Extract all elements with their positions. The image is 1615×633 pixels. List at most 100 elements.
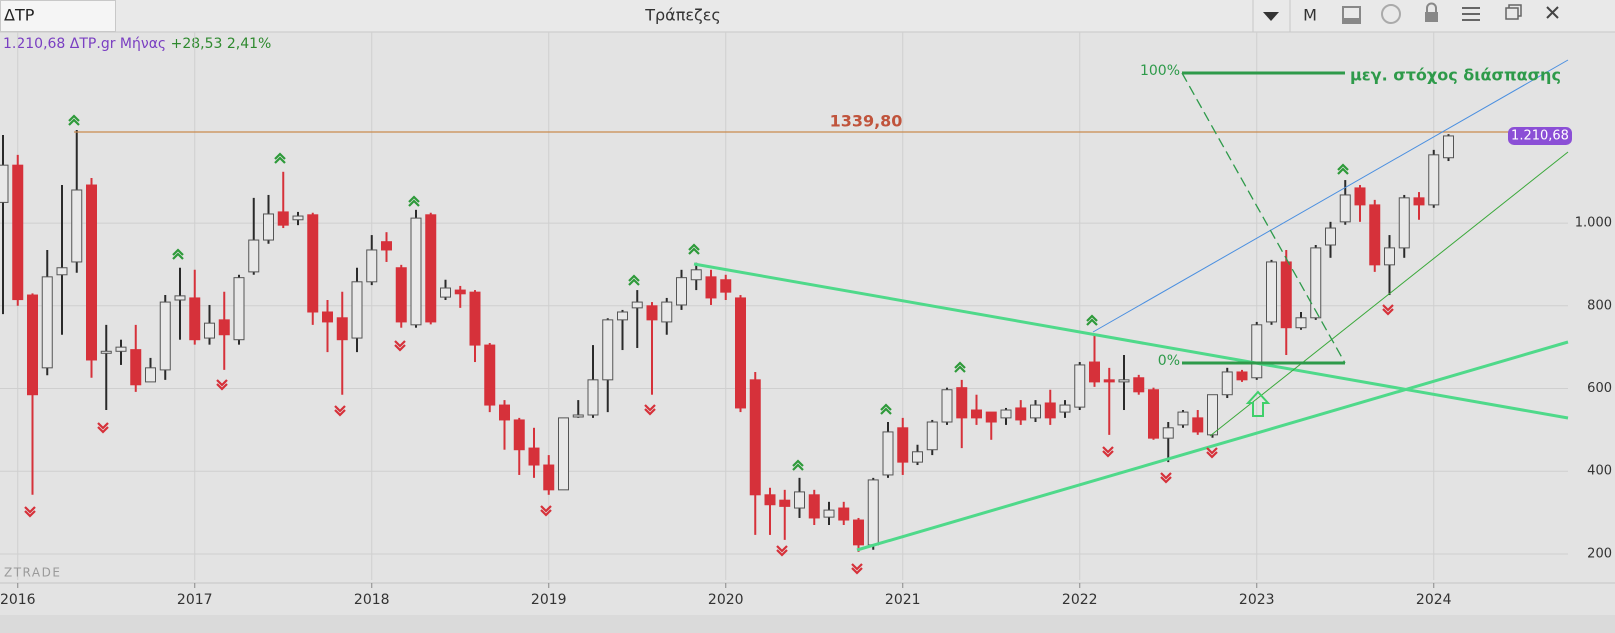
info-change: +28,53 — [171, 36, 223, 52]
candle-body — [0, 164, 9, 203]
candle-body — [1443, 135, 1454, 159]
candle-body — [1148, 389, 1159, 439]
y-tick-label: 800 — [1587, 298, 1612, 313]
candle-body — [543, 464, 555, 491]
candle-body — [336, 317, 348, 341]
x-tick-label: 2016 — [0, 592, 36, 608]
x-tick-label: 2017 — [177, 592, 213, 608]
x-tick-label: 2023 — [1239, 592, 1275, 608]
watermark: ZTRADE — [4, 566, 61, 580]
candle-body — [277, 211, 289, 226]
candle-body — [661, 301, 673, 323]
pivot-low — [776, 545, 788, 557]
candle-body — [56, 267, 68, 276]
candle-body — [941, 389, 953, 423]
candle-body — [71, 189, 83, 263]
candle-body — [1089, 361, 1100, 383]
info-line: 1.210,68 ΔΤΡ.gr Μήνας +28,53 2,41% — [3, 36, 271, 52]
candle-body — [1118, 379, 1130, 383]
info-symbol: ΔΤΡ.gr — [70, 36, 116, 52]
candle-body — [1133, 377, 1145, 393]
pivot-low — [334, 405, 346, 417]
symbol-tab[interactable] — [0, 0, 116, 32]
close-button[interactable] — [1546, 6, 1559, 19]
fib-diagonal — [1181, 72, 1346, 364]
candle-body — [499, 404, 510, 421]
pivot-lows — [24, 304, 1394, 575]
candle-body — [823, 509, 835, 518]
pivot-low — [394, 340, 406, 352]
candle-body — [528, 447, 540, 466]
lock-icon[interactable] — [1425, 12, 1438, 22]
info-change-percent: 2,41% — [227, 36, 271, 52]
candle-body — [1000, 409, 1012, 419]
dropdown-button[interactable] — [1263, 12, 1279, 21]
info-period: Μήνας — [120, 36, 166, 52]
candle-body — [808, 494, 820, 519]
candle-body — [1162, 427, 1174, 439]
fib-label: 0% — [1158, 353, 1180, 369]
candle-body — [1074, 364, 1086, 408]
candle-body — [1177, 411, 1189, 426]
restore-icon[interactable] — [1505, 7, 1519, 20]
candle-body — [366, 249, 378, 283]
candle-body — [690, 269, 702, 281]
candle-body — [558, 417, 569, 491]
candle-body — [12, 164, 24, 301]
candle-body — [1369, 204, 1381, 266]
candle-body — [1428, 154, 1440, 206]
candle-body — [853, 519, 864, 546]
candle-body — [115, 346, 127, 352]
candle-body — [27, 294, 38, 396]
candle-body — [1192, 417, 1204, 433]
candle-body — [956, 387, 968, 419]
candle-body — [764, 494, 776, 506]
trend-line — [856, 340, 1569, 552]
candle-body — [1236, 371, 1248, 381]
pivot-low — [24, 506, 36, 518]
period-button[interactable]: M — [1303, 6, 1317, 25]
info-price: 1.210,68 — [3, 36, 65, 52]
candle-body — [159, 301, 171, 371]
candle-body — [1295, 317, 1307, 329]
x-tick-label: 2022 — [1062, 592, 1098, 608]
candle-body — [912, 451, 923, 463]
candle-body — [351, 281, 363, 339]
comment-icon[interactable] — [1381, 4, 1401, 24]
y-tick-label: 400 — [1587, 464, 1612, 479]
breakout-arrow — [1245, 390, 1271, 417]
grid — [0, 32, 1568, 580]
restore-icon-back — [1508, 4, 1522, 17]
candle-body — [233, 277, 245, 341]
candle-body — [248, 239, 260, 273]
candle-body — [882, 431, 894, 476]
pivot-low — [1206, 447, 1218, 459]
menu-icon[interactable] — [1462, 7, 1480, 21]
lock-icon-shackle — [1426, 2, 1437, 12]
candle-body — [1059, 404, 1071, 413]
last-price-badge — [1508, 126, 1572, 145]
candle-body — [469, 291, 481, 346]
pivot-high — [954, 361, 966, 373]
candle-body — [410, 217, 422, 326]
candle-body — [720, 279, 732, 293]
candle-body — [100, 350, 112, 354]
candle-body — [1280, 261, 1292, 329]
candle-body — [1015, 407, 1027, 421]
window-title: Τράπεζες — [644, 6, 721, 25]
pivot-low — [1102, 446, 1114, 458]
candle-body — [794, 491, 805, 509]
symbol-tab-label[interactable]: ΔΤΡ — [4, 6, 35, 25]
last-price: 1.210,68 — [1508, 126, 1572, 145]
candle-body — [926, 421, 938, 451]
candle-body — [484, 344, 496, 406]
candle-body — [263, 213, 274, 241]
candle-body — [1207, 394, 1218, 436]
x-tick-label: 2019 — [531, 592, 567, 608]
candle-body — [189, 297, 201, 341]
candle-body — [779, 499, 791, 507]
channel-line — [1092, 59, 1569, 333]
pivot-low — [540, 505, 552, 517]
pivot-low — [851, 563, 863, 575]
pivot-high — [274, 152, 286, 164]
